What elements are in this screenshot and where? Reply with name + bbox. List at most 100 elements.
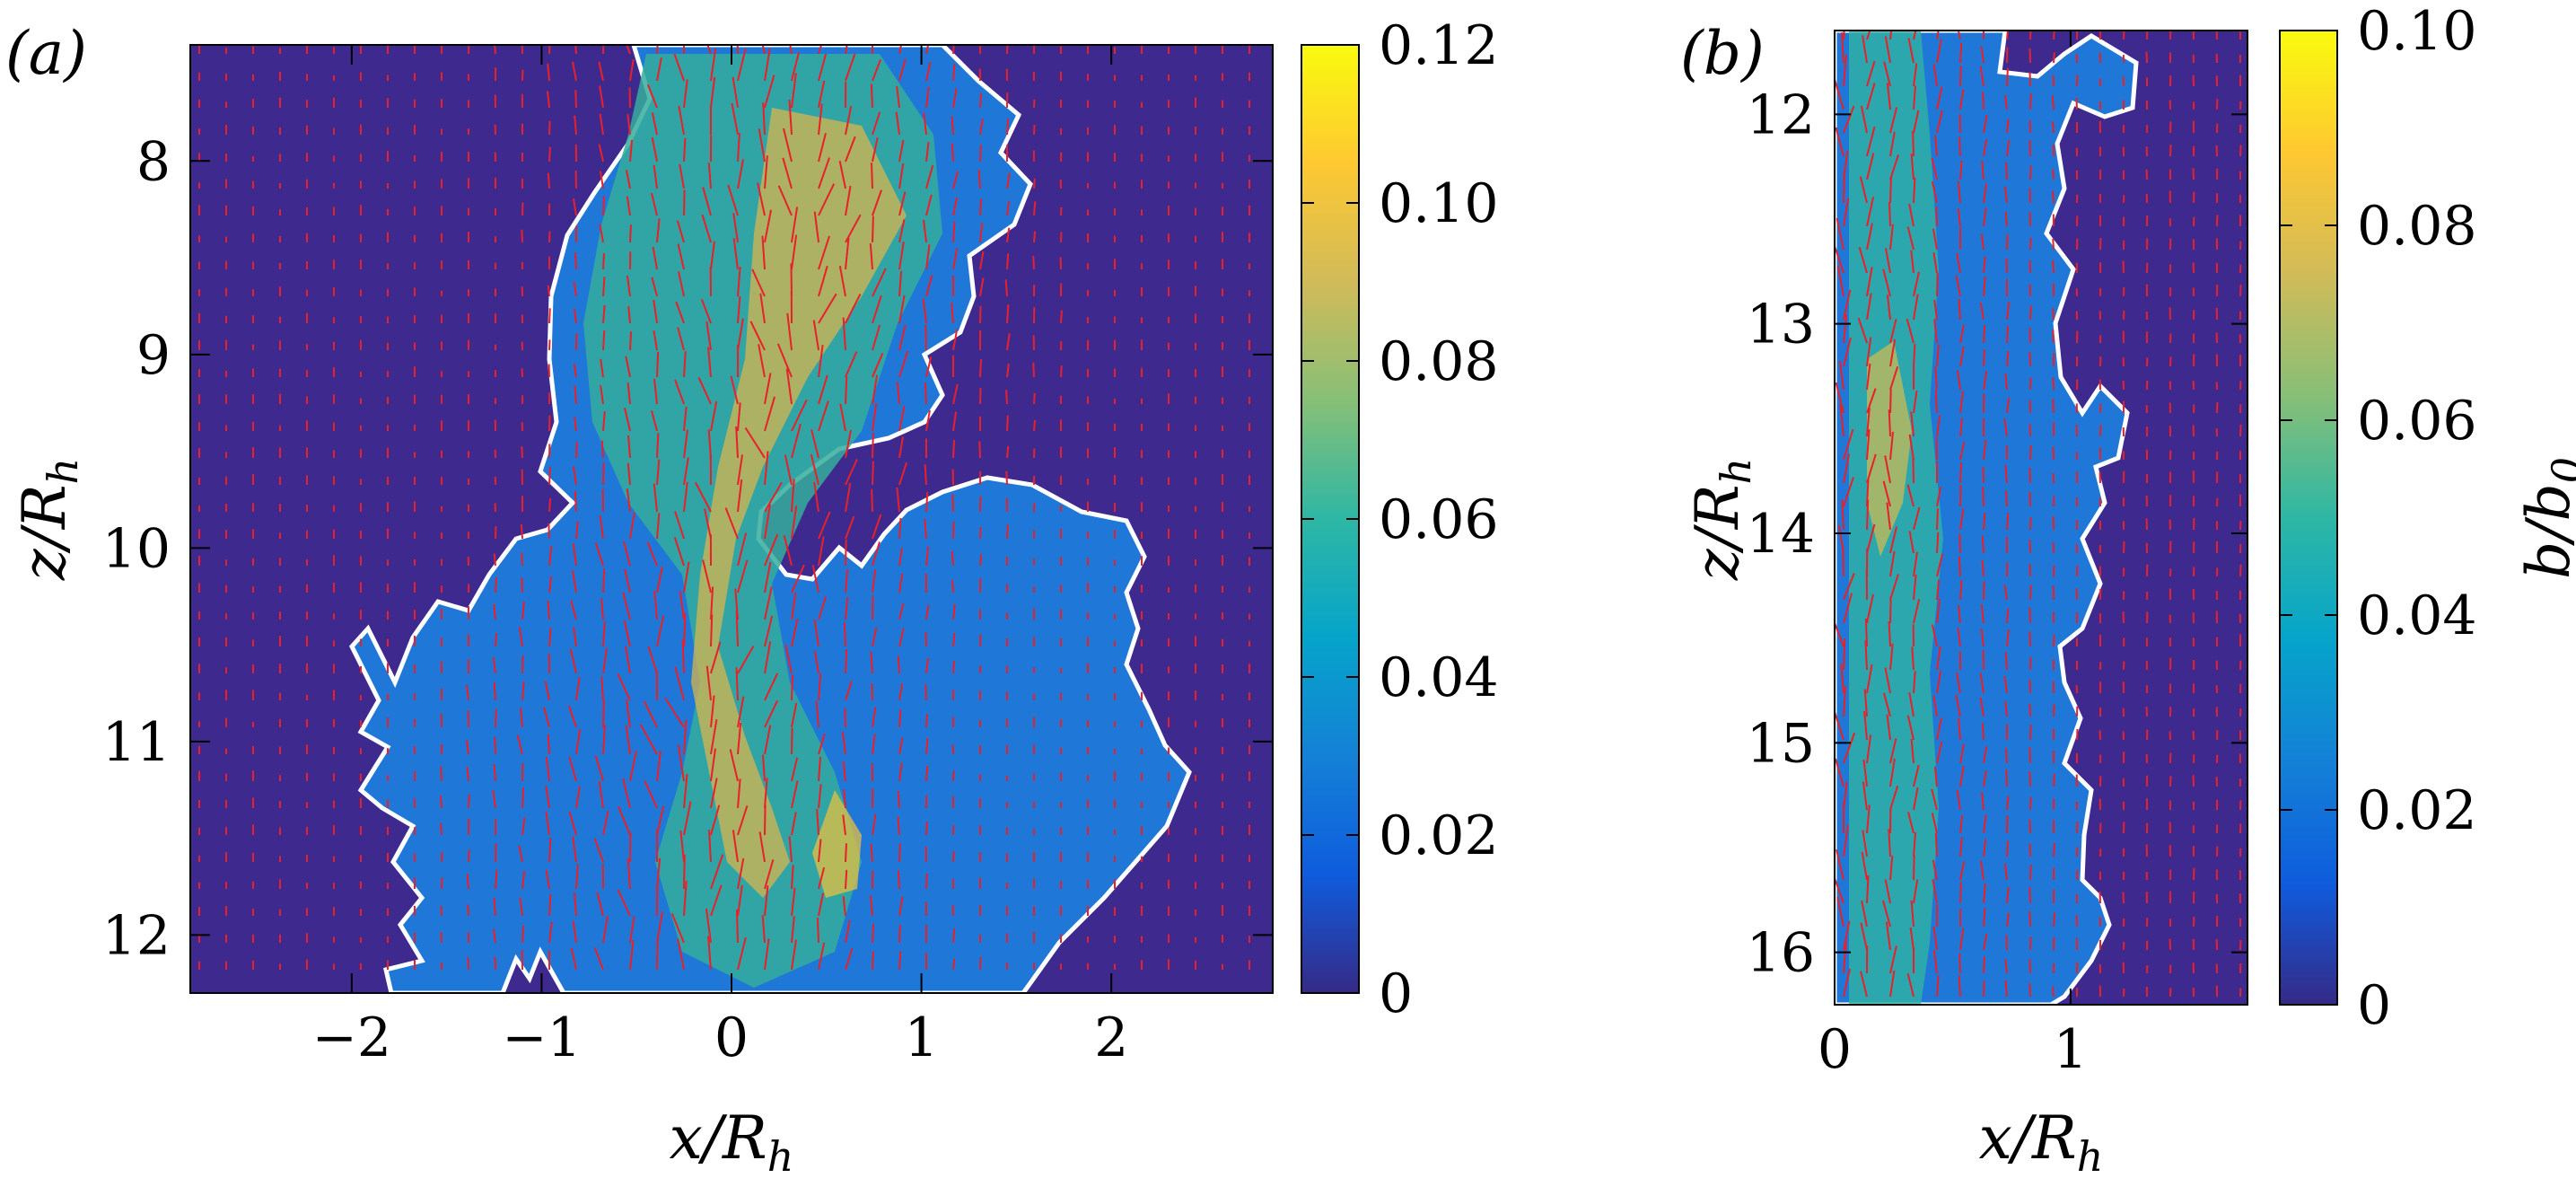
velocity-vector	[439, 795, 442, 809]
velocity-vector	[623, 541, 631, 567]
velocity-vector	[493, 603, 496, 620]
panel-b-plume-hotspot	[1867, 341, 1912, 557]
velocity-vector	[979, 198, 983, 216]
velocity-vector	[2028, 747, 2031, 764]
velocity-vector	[925, 45, 930, 55]
velocity-vector	[643, 700, 658, 728]
velocity-vector	[845, 136, 856, 163]
velocity-vector	[1889, 389, 1892, 414]
velocity-vector	[673, 537, 685, 567]
velocity-vector	[2028, 328, 2031, 344]
velocity-vector	[1866, 83, 1876, 110]
velocity-vector	[2029, 725, 2032, 741]
velocity-vector	[923, 219, 927, 243]
velocity-vector	[1889, 758, 1896, 787]
velocity-vector	[898, 350, 909, 378]
velocity-vector	[925, 546, 930, 567]
velocity-vector	[1936, 486, 1942, 507]
velocity-vector	[1843, 824, 1849, 857]
velocity-vector	[791, 727, 793, 755]
velocity-vector	[845, 919, 851, 944]
velocity-vector	[1906, 318, 1914, 344]
velocity-vector	[925, 604, 930, 620]
velocity-vector	[924, 382, 927, 405]
velocity-vector	[596, 892, 604, 917]
velocity-vector	[602, 45, 605, 55]
velocity-vector	[764, 561, 772, 593]
velocity-vector	[1959, 766, 1965, 787]
velocity-vector	[573, 466, 577, 486]
velocity-vector	[593, 947, 604, 971]
velocity-vector	[791, 423, 802, 459]
velocity-vector	[1936, 344, 1940, 367]
velocity-vector	[764, 885, 769, 917]
velocity-vector	[518, 627, 523, 647]
velocity-vector	[979, 956, 982, 971]
velocity-vector	[898, 843, 901, 863]
velocity-vector	[1933, 299, 1938, 321]
velocity-vector	[1980, 233, 1985, 251]
velocity-vector	[1889, 643, 1894, 671]
velocity-vector	[813, 211, 819, 243]
velocity-vector	[1906, 226, 1914, 251]
velocity-vector	[599, 514, 604, 540]
velocity-vector	[1032, 362, 1035, 378]
velocity-vector	[1932, 950, 1938, 974]
velocity-vector	[791, 780, 799, 809]
velocity-vector	[575, 728, 582, 755]
y-tick-label: 13	[1747, 294, 1815, 356]
velocity-vector	[548, 628, 552, 647]
velocity-vector	[2004, 464, 2008, 484]
velocity-vector	[842, 895, 846, 917]
velocity-vector	[2053, 912, 2056, 927]
velocity-vector	[737, 479, 743, 513]
panel-b-velocity-vectors	[1835, 31, 2242, 998]
velocity-vector	[898, 436, 904, 459]
velocity-vector	[791, 887, 796, 917]
velocity-vector	[898, 462, 908, 486]
y-tick-label: 8	[136, 130, 171, 193]
colorbar-tick-label: 0.10	[2357, 0, 2477, 63]
velocity-vector	[656, 45, 659, 55]
velocity-vector	[925, 275, 933, 297]
velocity-vector	[1866, 407, 1871, 437]
velocity-vector	[656, 941, 659, 971]
velocity-vector	[1862, 759, 1868, 787]
velocity-vector	[2003, 585, 2008, 601]
velocity-vector	[777, 185, 793, 216]
velocity-vector	[575, 521, 579, 540]
velocity-vector	[626, 858, 631, 890]
velocity-vector	[842, 317, 846, 351]
velocity-vector	[898, 163, 905, 189]
velocity-vector	[813, 481, 819, 513]
velocity-vector	[845, 185, 852, 216]
velocity-vector	[1866, 267, 1873, 297]
panel-b-ylabel: z/Rh	[1683, 458, 1760, 581]
x-tick-label: 0	[1818, 1018, 1852, 1081]
velocity-vector	[2052, 986, 2055, 998]
velocity-vector	[1982, 487, 1985, 507]
velocity-vector	[872, 352, 884, 378]
velocity-vector	[683, 457, 689, 486]
velocity-vector	[872, 215, 874, 243]
velocity-vector	[898, 270, 903, 297]
velocity-vector	[1843, 314, 1848, 344]
velocity-vector	[1913, 764, 1920, 787]
velocity-vector	[1936, 31, 1940, 40]
velocity-vector	[575, 864, 579, 890]
velocity-vector	[2029, 165, 2032, 180]
velocity-vector	[545, 757, 550, 782]
velocity-vector	[1959, 160, 1963, 180]
velocity-vector	[548, 497, 552, 513]
velocity-vector	[925, 356, 933, 378]
velocity-vector	[845, 53, 856, 82]
velocity-vector	[625, 170, 631, 189]
velocity-vector	[2006, 350, 2010, 367]
velocity-vector	[1889, 970, 1896, 998]
velocity-vector	[656, 459, 661, 486]
velocity-vector	[1936, 39, 1942, 64]
velocity-vector	[1835, 243, 1844, 274]
velocity-vector	[925, 409, 931, 432]
velocity-vector	[764, 481, 783, 513]
velocity-vector	[1910, 411, 1914, 437]
